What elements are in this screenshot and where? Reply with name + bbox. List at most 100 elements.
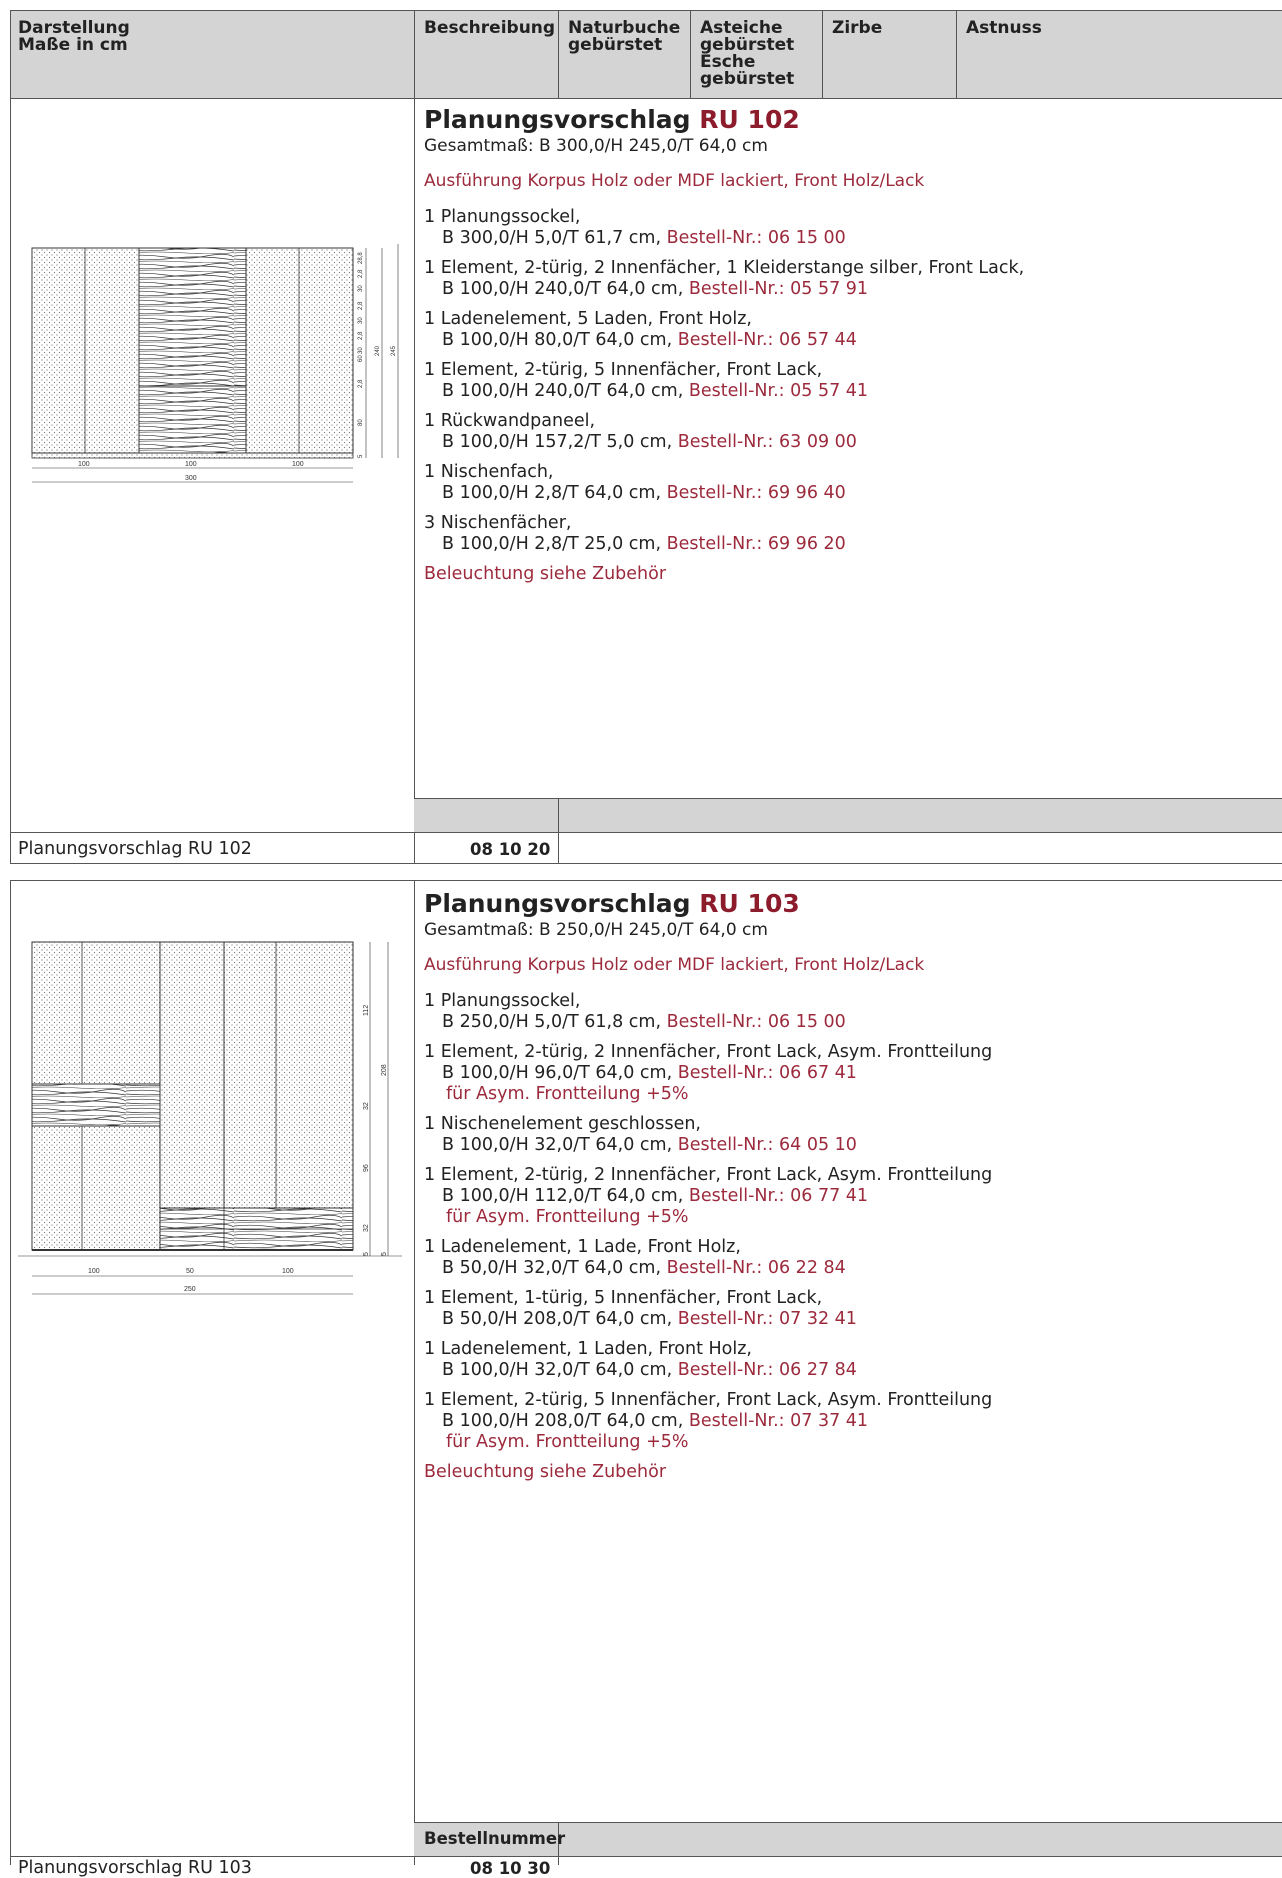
svg-text:100: 100 <box>88 1268 100 1275</box>
item-title: 1 Element, 2-türig, 5 Innenfächer, Front… <box>424 360 823 380</box>
section1-footer-number: 08 10 20 <box>470 840 551 859</box>
section1-horizontal-dims: 100 100 100 300 <box>78 461 304 482</box>
svg-text:96: 96 <box>363 1164 370 1172</box>
list-item: 1 Nischenelement geschlossen, B 100,0/H 3… <box>424 1114 992 1156</box>
svg-text:240: 240 <box>375 345 381 356</box>
item-surcharge: für Asym. Frontteilung +5% <box>446 1084 689 1104</box>
item-dimensions: B 100,0/H 32,0/T 64,0 cm, Bestell-Nr.: 6… <box>442 1135 857 1155</box>
item-dimensions: B 50,0/H 208,0/T 64,0 cm, Bestell-Nr.: 0… <box>442 1309 857 1329</box>
section1-order-header-bg <box>414 798 1282 832</box>
item-title: 1 Rückwandpaneel, <box>424 411 596 431</box>
item-dimensions: B 100,0/H 2,8/T 64,0 cm, Bestell-Nr.: 69… <box>442 483 846 503</box>
section1-vertical-dims: 2,8 28,8 30 2,8 30 2,8 30 60 240 245 2,8… <box>358 252 397 458</box>
svg-text:80: 80 <box>358 419 364 426</box>
order-number: Bestell-Nr.: 64 05 10 <box>677 1135 857 1155</box>
lighting-note: Beleuchtung siehe Zubehör <box>424 564 667 584</box>
section2-item-list: 1 Planungssockel, B 250,0/H 5,0/T 61,8 cm… <box>424 991 992 1483</box>
section2-vertical-dims: 112 208 32 96 32 5 5 <box>363 1005 388 1256</box>
svg-text:2,8: 2,8 <box>358 269 364 278</box>
svg-text:250: 250 <box>184 1286 196 1293</box>
list-item: 1 Rückwandpaneel, B 100,0/H 157,2/T 5,0 c… <box>424 411 1024 453</box>
section2-drawing: 112 208 32 96 32 5 5 100 50 100 250 <box>18 941 402 1295</box>
svg-text:2,8: 2,8 <box>358 331 364 340</box>
list-item: 1 Ladenelement, 1 Lade, Front Holz, B 50,… <box>424 1237 992 1279</box>
list-item: 1 Element, 2-türig, 2 Innenfächer, Front… <box>424 1042 992 1105</box>
list-item: 3 Nischenfächer, B 100,0/H 2,8/T 25,0 cm,… <box>424 513 1024 555</box>
svg-text:245: 245 <box>391 345 397 356</box>
order-number: Bestell-Nr.: 06 15 00 <box>666 228 846 248</box>
section2-title: Planungsvorschlag RU 103 <box>424 889 800 918</box>
svg-text:5: 5 <box>381 1252 388 1256</box>
list-item: 1 Element, 2-türig, 2 Innenfächer, Front… <box>424 1165 992 1228</box>
order-number: Bestell-Nr.: 63 09 00 <box>677 432 857 452</box>
order-number: Bestell-Nr.: 06 77 41 <box>688 1186 869 1206</box>
order-number: Bestell-Nr.: 69 96 40 <box>666 483 846 503</box>
list-item: 1 Ladenelement, 1 Laden, Front Holz, B 10… <box>424 1339 992 1381</box>
section1-title: Planungsvorschlag RU 102 <box>424 105 800 134</box>
order-number: Bestell-Nr.: 06 67 41 <box>677 1063 857 1083</box>
item-title: 1 Nischenfach, <box>424 462 554 482</box>
list-item: 1 Element, 2-türig, 5 Innenfächer, Front… <box>424 360 1024 402</box>
svg-text:30: 30 <box>358 317 364 324</box>
item-title: 1 Ladenelement, 1 Laden, Front Holz, <box>424 1339 752 1359</box>
svg-text:5: 5 <box>363 1252 370 1256</box>
svg-text:60: 60 <box>358 355 364 362</box>
item-dimensions: B 100,0/H 240,0/T 64,0 cm, Bestell-Nr.: … <box>442 381 869 401</box>
item-title: 1 Planungssockel, <box>424 991 581 1011</box>
order-number: Bestell-Nr.: 07 32 41 <box>677 1309 857 1329</box>
svg-text:100: 100 <box>185 461 197 468</box>
item-title: 1 Planungssockel, <box>424 207 581 227</box>
list-item: 1 Planungssockel, B 300,0/H 5,0/T 61,7 cm… <box>424 207 1024 249</box>
item-title: 1 Ladenelement, 1 Lade, Front Holz, <box>424 1237 741 1257</box>
svg-text:208: 208 <box>381 1064 388 1076</box>
header-col-astnuss: Astnuss <box>966 18 1042 38</box>
svg-text:300: 300 <box>185 475 197 482</box>
svg-text:2,8: 2,8 <box>358 379 364 388</box>
header-col-naturbuche: Naturbuche gebürstet <box>568 18 681 55</box>
item-dimensions: B 100,0/H 157,2/T 5,0 cm, Bestell-Nr.: 6… <box>442 432 857 452</box>
section2-footer-label: Planungsvorschlag RU 103 <box>18 1858 252 1878</box>
item-dimensions: B 100,0/H 112,0/T 64,0 cm, Bestell-Nr.: … <box>442 1186 869 1206</box>
item-title: 1 Element, 1-türig, 5 Innenfächer, Front… <box>424 1288 823 1308</box>
item-title: 1 Element, 2-türig, 2 Innenfächer, Front… <box>424 1042 993 1062</box>
item-dimensions: B 100,0/H 32,0/T 64,0 cm, Bestell-Nr.: 0… <box>442 1360 857 1380</box>
section1-dimensions: Gesamtmaß: B 300,0/H 245,0/T 64,0 cm <box>424 136 768 156</box>
item-title: 1 Element, 2-türig, 5 Innenfächer, Front… <box>424 1390 993 1410</box>
header-col-zirbe: Zirbe <box>832 18 883 38</box>
section2-finish: Ausführung Korpus Holz oder MDF lackiert… <box>424 955 925 975</box>
item-title: 1 Nischenelement geschlossen, <box>424 1114 701 1134</box>
item-dimensions: B 100,0/H 208,0/T 64,0 cm, Bestell-Nr.: … <box>442 1411 869 1431</box>
section1-footer-label: Planungsvorschlag RU 102 <box>18 839 252 859</box>
table-header-bg <box>10 10 1282 98</box>
item-dimensions: B 100,0/H 240,0/T 64,0 cm, Bestell-Nr.: … <box>442 279 869 299</box>
item-dimensions: B 100,0/H 2,8/T 25,0 cm, Bestell-Nr.: 69… <box>442 534 846 554</box>
order-number: Bestell-Nr.: 06 27 84 <box>677 1360 857 1380</box>
svg-text:100: 100 <box>282 1268 294 1275</box>
order-number: Bestell-Nr.: 05 57 41 <box>688 381 869 401</box>
svg-text:100: 100 <box>78 461 90 468</box>
svg-text:30: 30 <box>358 347 364 354</box>
item-surcharge: für Asym. Frontteilung +5% <box>446 1432 689 1452</box>
section2-horizontal-dims: 100 50 100 250 <box>88 1268 294 1293</box>
item-title: 1 Element, 2-türig, 2 Innenfächer, 1 Kle… <box>424 258 1025 278</box>
order-number: Bestell-Nr.: 06 15 00 <box>666 1012 846 1032</box>
order-number: Bestell-Nr.: 06 57 44 <box>677 330 857 350</box>
svg-text:30: 30 <box>358 285 364 292</box>
header-col-asteiche: Asteiche gebürstet Esche gebürstet <box>700 18 795 89</box>
section2-order-header: Bestellnummer <box>424 1829 566 1848</box>
svg-text:28,8: 28,8 <box>358 252 364 264</box>
order-number: Bestell-Nr.: 69 96 20 <box>666 534 846 554</box>
list-item: 1 Ladenelement, 5 Laden, Front Holz, B 10… <box>424 309 1024 351</box>
order-number: Bestell-Nr.: 06 22 84 <box>666 1258 846 1278</box>
section2-dimensions: Gesamtmaß: B 250,0/H 245,0/T 64,0 cm <box>424 920 768 940</box>
svg-text:32: 32 <box>363 1102 370 1110</box>
list-item: 1 Element, 1-türig, 5 Innenfächer, Front… <box>424 1288 992 1330</box>
list-item: 1 Element, 2-türig, 2 Innenfächer, 1 Kle… <box>424 258 1024 300</box>
item-title: 1 Ladenelement, 5 Laden, Front Holz, <box>424 309 752 329</box>
order-number: Bestell-Nr.: 05 57 91 <box>688 279 869 299</box>
item-surcharge: für Asym. Frontteilung +5% <box>446 1207 689 1227</box>
svg-text:5: 5 <box>358 454 364 458</box>
svg-text:2,8: 2,8 <box>358 301 364 310</box>
svg-text:112: 112 <box>363 1005 370 1016</box>
item-dimensions: B 50,0/H 32,0/T 64,0 cm, Bestell-Nr.: 06… <box>442 1258 846 1278</box>
